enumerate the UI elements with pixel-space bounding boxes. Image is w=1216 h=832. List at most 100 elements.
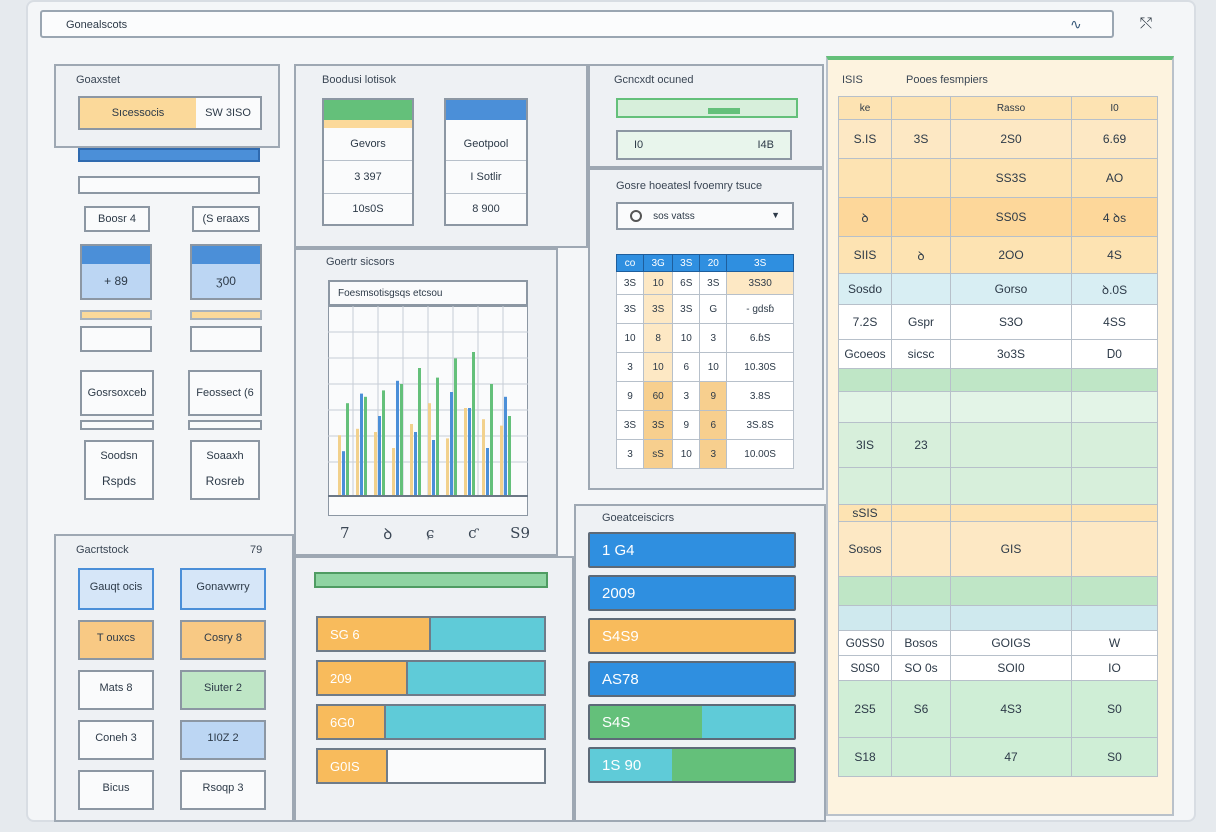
grid-item[interactable]: Siuter 2 [180,670,266,710]
table-row[interactable]: Sosos GIS [838,521,1158,577]
metric-bar-label: 1S 90 [602,757,642,774]
grid-item[interactable]: Rsoqp 3 [180,770,266,810]
card-2[interactable]: Soaaxh Rosreb [190,440,260,500]
grid-item[interactable]: Cosry 8 [180,620,266,660]
table-row[interactable] [838,467,1158,505]
chart-bar [414,432,417,496]
button-2[interactable]: Feossect (6 [188,370,262,416]
right-header-cell[interactable]: ke [838,96,892,120]
grid-item[interactable]: Bicus [78,770,154,810]
progress-row[interactable]: 6G0 [316,704,546,740]
grid-item[interactable]: 1I0Z 2 [180,720,266,760]
text-input[interactable] [78,176,260,194]
header-cell[interactable]: co [616,254,644,272]
button-1[interactable]: Gosrsoxceb [80,370,154,416]
grid-item[interactable]: Mats 8 [78,670,154,710]
table-row[interactable]: SIIS ꝺ 2OO 4S [838,236,1158,274]
table-row[interactable]: SS3S AO [838,158,1158,198]
stepper-1[interactable]: Boosr 4 [84,206,150,232]
stepper-2[interactable]: (S eraaxs [192,206,260,232]
chart-bar [364,396,367,496]
grid-item[interactable]: Coneh 3 [78,720,154,760]
table-row[interactable] [838,368,1158,392]
middle-left-card[interactable]: Gevors 3 397 10s0S [322,98,414,226]
middle-right-card[interactable]: Geotpool I Sotlir 8 900 [444,98,528,226]
value-box-2[interactable]: ʒ00 [190,244,262,300]
table-row[interactable]: ꝺ SS0S 4 ꝺs [838,197,1158,237]
progress-row[interactable]: G0IS [316,748,546,784]
right-header-cell[interactable]: Rasso [950,96,1072,120]
metric-bar[interactable]: 2009 [588,575,796,611]
header-cell[interactable]: 20 [699,254,728,272]
grid-item[interactable]: Gauqt ocis [78,568,154,610]
table-cell: SO 0s [891,655,951,681]
progress-row[interactable]: 209 [316,660,546,696]
window-titlebar[interactable]: Gonealscots [40,10,1114,38]
table-row[interactable]: Sosdo Gorso ꝺ.0S [838,273,1158,305]
chart-bar [428,403,431,496]
top-field-label: Sıcessocis [80,98,196,128]
table-row[interactable]: S0S0 SO 0s SOI0 IO [838,655,1158,681]
chart-bar [450,392,453,496]
grid-item[interactable]: Gonavwrry [180,568,266,610]
table-row[interactable] [838,391,1158,423]
metric-bar[interactable]: S4S9 [588,618,796,654]
middle-right-card-header [446,100,526,120]
table-row[interactable]: 3 sS 10 3 10.00S [616,439,794,469]
chart-bar [508,416,511,496]
table-row[interactable]: 3S 10 6S 3S 3S30 [616,271,794,295]
link-icon[interactable]: ⤲ [1140,15,1153,32]
table-row[interactable]: S18 47 S0 [838,737,1158,777]
right-header-cell[interactable]: I0 [1071,96,1158,120]
table-cell [838,368,892,392]
metric-bar[interactable]: AS78 [588,661,796,697]
table-cell: 9 [672,410,701,440]
top-field[interactable]: Sıcessocis SW 3ISO [78,96,262,130]
table-row[interactable]: sSIS [838,504,1158,522]
chart-bar [378,416,381,496]
table-row[interactable]: Gcoeos sicsc 3o3S Ꭰ0 [838,339,1158,369]
empty-input-2[interactable] [190,326,262,352]
table-cell: 3.8S [726,381,794,411]
right-header-cell[interactable] [891,96,951,120]
metric-bar[interactable]: 1S 90 [588,747,796,783]
table-row[interactable]: 3 10 6 10 10.30S [616,352,794,382]
minimize-icon[interactable]: ∿ [1070,16,1082,32]
empty-input-1[interactable] [80,326,152,352]
table-row[interactable]: 10 8 10 3 6.ɓS [616,323,794,353]
value-box-1[interactable]: + 89 [80,244,152,300]
header-cell[interactable]: 3G [642,254,674,272]
progress-label: 6G0 [330,715,355,730]
table-row[interactable]: 3IS 23 [838,422,1158,468]
header-cell[interactable]: 3S [672,254,701,272]
table-cell: 4S3 [950,680,1072,738]
chart-bar [356,428,359,496]
progress-row[interactable]: SG 6 [316,616,546,652]
metric-bar[interactable]: S4S [588,704,796,740]
table-cell [1071,576,1158,606]
table-row[interactable] [838,576,1158,606]
table-row[interactable]: 2S5 S6 4S3 S0 [838,680,1158,738]
table-cell [1071,368,1158,392]
table-row[interactable]: 3S 3S 3S G - gdsɓ [616,294,794,324]
table-row[interactable]: 3S 3S 9 6 3S.8S [616,410,794,440]
table-row[interactable]: S.IS 3S 2S0 6.69 [838,119,1158,159]
middle-left-card-row: 3 397 [324,161,412,194]
table-row[interactable]: 9 60 3 9 3.8S [616,381,794,411]
table-row[interactable] [838,605,1158,631]
header-cell[interactable]: 3S [726,254,794,272]
card-1[interactable]: Soodsn Rspds [84,440,154,500]
chart-bar [360,393,363,496]
grid-item[interactable]: T ouxcs [78,620,154,660]
dropdown[interactable]: sos vatss ▼ [616,202,794,230]
middle-left-card-row: 10s0S [352,203,384,215]
metric-bar[interactable]: 1 G4 [588,532,796,568]
mini-input[interactable]: I0 I4B [616,130,792,160]
table-row[interactable]: G0SS0 Bosos GOIGS W [838,630,1158,656]
mini-progress[interactable] [616,98,798,118]
table-cell: 3S30 [726,271,794,295]
table-row[interactable]: 7.2S Gspr S3O 4SS [838,304,1158,340]
chevron-down-icon: ▼ [771,210,780,220]
progress-fill [318,706,386,738]
chart-bar [436,377,439,496]
